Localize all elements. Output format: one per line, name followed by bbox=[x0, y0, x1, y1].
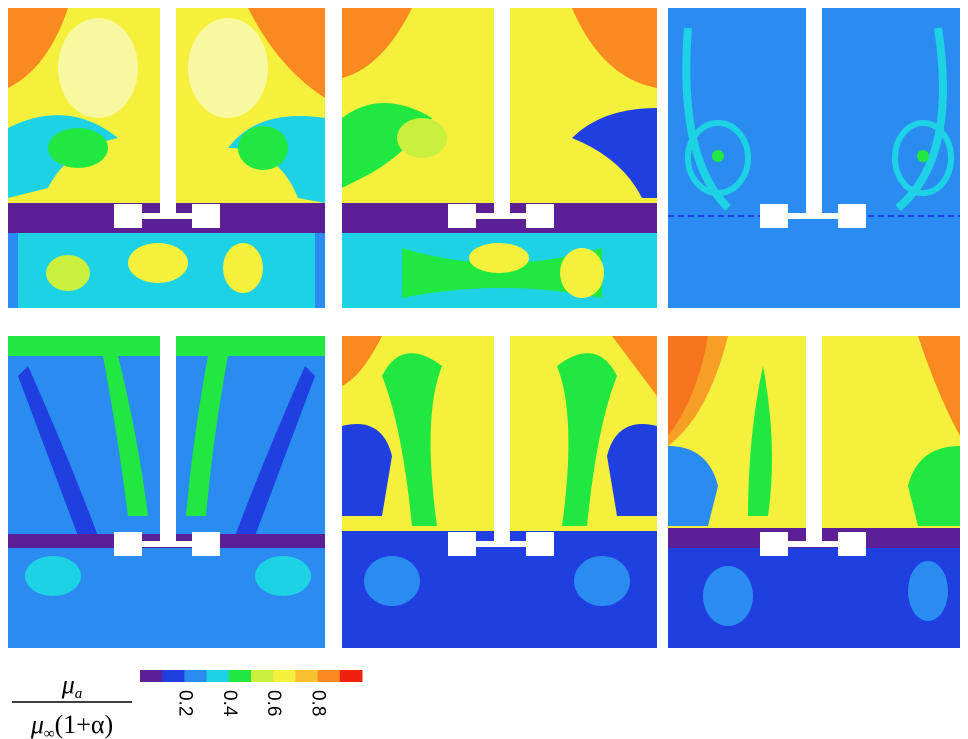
contour-panel bbox=[668, 336, 960, 648]
contour-panel bbox=[342, 336, 657, 648]
colorbar-tick-label: 0.4 bbox=[219, 690, 240, 717]
contour-figure: μa μ∞(1+α) 0.2 0.4 0.6 0.8 bbox=[0, 0, 968, 739]
label-denominator: μ∞(1+α) bbox=[30, 710, 113, 739]
colorbar-tick-label: 0.8 bbox=[308, 690, 329, 716]
colorbar-segment bbox=[229, 670, 252, 682]
contour-panel bbox=[668, 8, 960, 308]
colorbar-segment bbox=[184, 670, 207, 682]
colorbar-segment bbox=[340, 670, 363, 682]
colorbar-tick-label: 0.6 bbox=[263, 690, 284, 716]
colorbar-segment bbox=[273, 670, 296, 682]
contour-panel bbox=[8, 8, 325, 308]
figure: μa μ∞(1+α) 0.2 0.4 0.6 0.8 bbox=[0, 0, 968, 739]
contour-panel bbox=[8, 336, 325, 648]
colorbar-tick-label: 0.2 bbox=[174, 690, 195, 716]
colorbar-segment bbox=[207, 670, 230, 682]
colorbar-segment bbox=[162, 670, 185, 682]
contour-panel bbox=[342, 8, 657, 308]
colorbar-label: μa μ∞(1+α) bbox=[12, 670, 132, 739]
colorbar-segment bbox=[140, 670, 163, 682]
colorbar-segment bbox=[251, 670, 274, 682]
colorbar: 0.2 0.4 0.6 0.8 bbox=[140, 670, 363, 717]
colorbar-segment bbox=[318, 670, 341, 682]
colorbar-segment bbox=[295, 670, 318, 682]
label-numerator: μa bbox=[61, 670, 83, 702]
